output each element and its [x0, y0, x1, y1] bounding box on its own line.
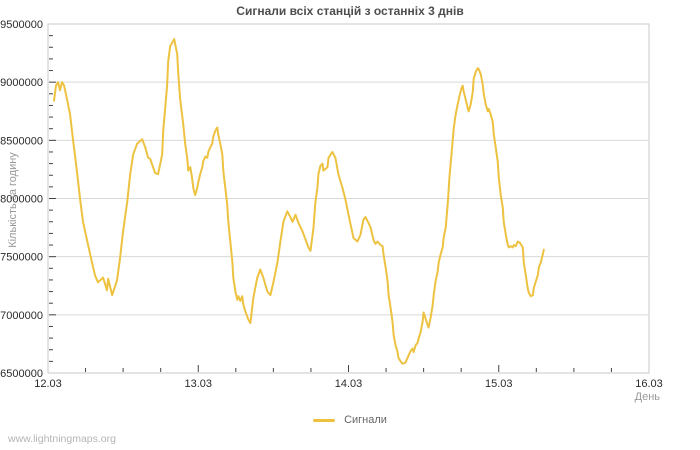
y-tick-label: 9500000 [0, 19, 43, 31]
signal-line [53, 38, 545, 365]
legend-line-swatch [313, 418, 336, 422]
y-axis-title: Кількість за годину [7, 152, 19, 248]
x-tick-label: 12.03 [34, 378, 62, 390]
watermark: www.lightningmaps.org [8, 433, 116, 445]
x-tick-label: 15.03 [485, 378, 513, 390]
y-tick-label: 8500000 [0, 135, 43, 147]
y-tick-label: 7000000 [0, 310, 43, 322]
y-tick-label: 8000000 [0, 194, 43, 206]
y-tick-label: 9000000 [0, 77, 43, 89]
chart-title: Сигнали всіх станцій з останніх 3 днів [236, 4, 464, 18]
x-tick-label: 13.03 [184, 378, 212, 390]
legend-label: Сигнали [344, 414, 387, 426]
legend: Сигнали [0, 412, 700, 428]
x-tick-label: 14.03 [335, 378, 363, 390]
y-tick-label: 6500000 [0, 368, 43, 380]
y-tick-label: 7500000 [0, 252, 43, 264]
x-axis-title: День [634, 391, 660, 403]
x-tick-label: 16.03 [635, 378, 663, 390]
